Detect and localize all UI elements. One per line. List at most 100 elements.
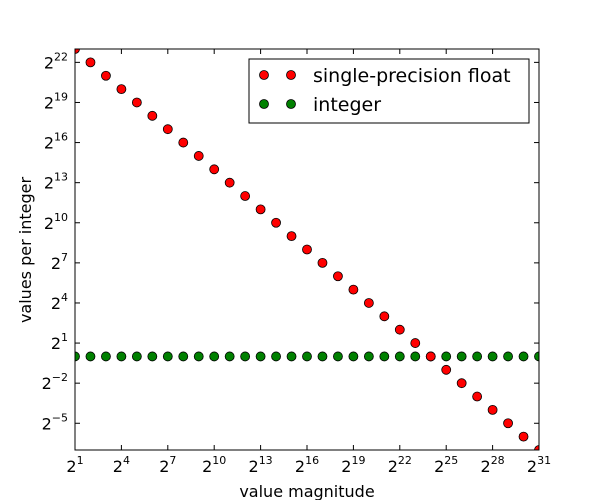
- float-point: [131, 97, 142, 108]
- integer-point: [224, 351, 235, 362]
- float-point: [534, 445, 539, 450]
- float-point: [271, 217, 281, 228]
- float-point: [487, 404, 498, 415]
- integer-point: [131, 351, 142, 362]
- float-point: [255, 204, 266, 215]
- float-point: [518, 431, 529, 442]
- x-tick-label: 213: [249, 454, 273, 476]
- legend: single-precision float integer: [248, 58, 530, 124]
- integer-point: [302, 351, 312, 362]
- float-point: [425, 351, 436, 362]
- x-tick-label: 216: [295, 454, 319, 476]
- float-point: [410, 338, 421, 348]
- integer-point: [394, 351, 405, 362]
- float-point: [240, 191, 251, 201]
- integer-point: [456, 351, 467, 362]
- x-tick-label: 210: [202, 454, 226, 476]
- integer-point: [348, 351, 359, 362]
- x-tick-label: 225: [434, 454, 458, 476]
- integer-point: [534, 351, 539, 362]
- integer-point: [503, 351, 513, 362]
- y-tick-label: 219: [44, 90, 68, 112]
- x-axis-title: value magnitude: [239, 482, 374, 500]
- integer-point: [193, 351, 204, 362]
- x-tick-label: 219: [341, 454, 365, 476]
- integer-point: [410, 351, 421, 362]
- float-point: [101, 70, 111, 81]
- float-point: [116, 84, 127, 94]
- integer-point: [209, 351, 220, 362]
- x-tick-label: 24: [113, 454, 130, 476]
- integer-point: [441, 351, 452, 362]
- integer-point: [162, 351, 173, 362]
- y-tick-label: 21: [51, 331, 68, 353]
- legend-entry-float: single-precision float: [259, 65, 511, 87]
- y-tick-label: 2−5: [42, 411, 68, 433]
- float-point: [178, 137, 189, 148]
- float-point: [147, 110, 158, 121]
- integer-point: [116, 351, 127, 362]
- y-tick-label: 27: [51, 251, 68, 273]
- y-tick-label: 210: [44, 211, 68, 233]
- legend-label-integer: integer: [313, 94, 381, 116]
- float-point: [472, 391, 483, 402]
- series-integer: [75, 351, 539, 362]
- legend-marker-float-1: [259, 70, 269, 80]
- float-point: [209, 164, 220, 175]
- y-tick-label: 2−2: [42, 371, 68, 393]
- integer-point: [75, 351, 80, 362]
- float-point: [348, 284, 359, 295]
- integer-point: [240, 351, 251, 362]
- float-point: [317, 257, 328, 268]
- integer-point: [363, 351, 374, 362]
- integer-point: [487, 351, 498, 362]
- integer-point: [255, 351, 266, 362]
- float-point: [162, 124, 173, 135]
- float-point: [85, 57, 96, 68]
- integer-point: [101, 351, 111, 362]
- y-tick-label: 222: [44, 50, 68, 72]
- x-tick-label: 27: [159, 454, 176, 476]
- float-point: [441, 364, 452, 375]
- integer-point: [317, 351, 328, 362]
- integer-point: [379, 351, 390, 362]
- float-point: [302, 244, 312, 255]
- legend-marker-integer-2: [286, 99, 296, 109]
- legend-box: [248, 58, 530, 124]
- float-point: [363, 298, 374, 308]
- x-tick-labels: 21 24 27 210 213 216 219 222 225 228 231: [66, 454, 551, 476]
- legend-marker-integer-1: [259, 99, 269, 109]
- integer-point: [147, 351, 158, 362]
- legend-entry-integer: integer: [259, 94, 381, 116]
- float-point: [394, 324, 405, 335]
- legend-marker-float-2: [286, 70, 296, 80]
- integer-point: [518, 351, 529, 362]
- float-point: [379, 311, 390, 322]
- x-tick-label: 222: [388, 454, 412, 476]
- y-tick-label: 216: [44, 131, 68, 153]
- x-tick-label: 231: [527, 454, 551, 476]
- float-point: [456, 378, 467, 389]
- integer-point: [178, 351, 189, 362]
- y-tick-labels: 2−5 2−2 21 24 27 210 213 216 219 222: [42, 50, 68, 433]
- points-layer: [75, 49, 539, 450]
- x-tick-label: 21: [66, 454, 83, 476]
- float-point: [75, 49, 80, 54]
- y-axis-title: values per integer: [16, 177, 35, 323]
- float-point: [333, 271, 343, 282]
- x-tick-label: 228: [481, 454, 505, 476]
- y-tick-label: 213: [44, 171, 68, 193]
- legend-label-float: single-precision float: [313, 65, 511, 87]
- integer-point: [271, 351, 281, 362]
- float-point: [224, 177, 235, 188]
- float-point: [193, 151, 204, 161]
- integer-point: [286, 351, 297, 362]
- integer-point: [333, 351, 343, 362]
- integer-point: [472, 351, 483, 362]
- float-point: [286, 231, 297, 242]
- float-point: [503, 418, 513, 429]
- integer-point: [85, 351, 96, 362]
- series-float: [75, 49, 539, 450]
- plot-frame: [74, 48, 540, 451]
